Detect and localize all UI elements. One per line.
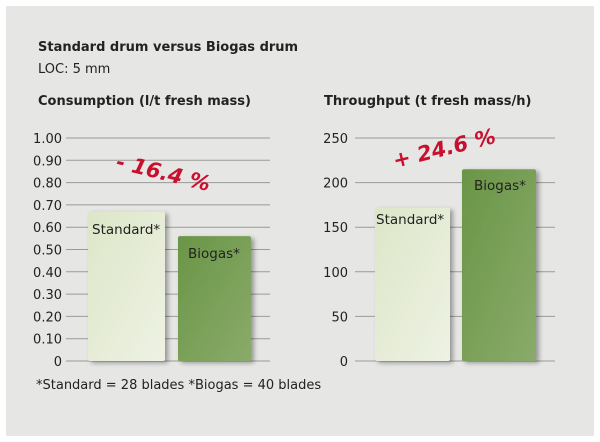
left-chart-title: Consumption (l/t fresh mass) [38,94,251,109]
y-tick-label: 250 [323,132,348,147]
y-tick-label: 0 [340,355,348,370]
figure-title: Standard drum versus Biogas drum [38,40,299,55]
y-tick-label: 0 [54,355,62,370]
right-chart-title: Throughput (t fresh mass/h) [324,94,532,109]
y-tick-label: 100 [323,266,348,281]
y-tick-label: 50 [331,310,348,325]
bar-biogas [462,169,536,361]
y-tick-label: 0.10 [33,333,62,348]
bar-standard [88,211,165,361]
bar-standard [375,207,450,361]
bar-label: Standard* [376,212,444,228]
y-tick-label: 1.00 [33,132,62,147]
y-tick-label: 0.80 [33,177,62,192]
footnote: *Standard = 28 blades *Biogas = 40 blade… [36,378,322,393]
figure-subtitle: LOC: 5 mm [38,62,111,77]
bar-biogas [178,236,251,361]
y-tick-label: 0.60 [33,221,62,236]
y-tick-label: 0.30 [33,288,62,303]
y-tick-label: 200 [323,177,348,192]
change-annotation: + 24.6 % [390,124,498,173]
bar-label: Biogas* [188,246,240,262]
y-tick-label: 0.50 [33,244,62,259]
y-tick-label: 0.90 [33,154,62,169]
y-tick-label: 150 [323,221,348,236]
bar-label: Standard* [92,222,160,238]
y-tick-label: 0.20 [33,310,62,325]
y-tick-label: 0.70 [33,199,62,214]
y-tick-label: 0.40 [33,266,62,281]
bar-label: Biogas* [474,178,526,194]
change-annotation: - 16.4 % [114,150,213,197]
